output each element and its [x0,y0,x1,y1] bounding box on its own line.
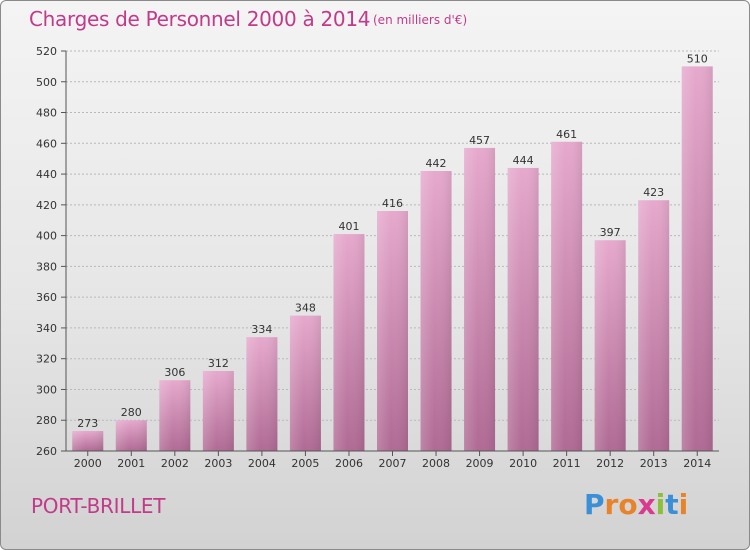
logo-letter: i [678,488,689,521]
bar-shade-2005 [289,315,321,451]
data-label-2001: 280 [121,406,142,419]
y-tick-label: 280 [36,414,57,427]
data-label-2006: 401 [338,220,359,233]
x-tick-label-2002: 2002 [161,457,189,470]
data-label-2010: 444 [513,154,534,167]
logo-letter: x [637,488,656,521]
chart-subtitle: (en milliers d'€) [373,13,468,27]
x-tick-label-2004: 2004 [248,457,276,470]
x-tick-label-2009: 2009 [466,457,494,470]
x-tick-label-2006: 2006 [335,457,363,470]
logo-letter: i [655,488,666,521]
bar-shade-2009 [464,147,496,451]
data-label-2008: 442 [426,157,447,170]
bar-shade-2006 [333,234,365,451]
data-label-2003: 312 [208,357,229,370]
y-tick-label: 300 [36,383,57,396]
bar-shade-2007 [377,211,408,451]
bar-shade-2012 [594,240,626,451]
bar-shade-2008 [420,171,452,451]
bar-shade-2000 [72,431,104,451]
x-tick-label-2000: 2000 [74,457,102,470]
y-tick-label: 480 [36,107,57,120]
data-label-2005: 348 [295,302,316,315]
data-label-2009: 457 [469,134,490,147]
y-tick-label: 520 [36,45,57,58]
data-label-2012: 397 [600,226,621,239]
logo-letter: r [604,488,619,521]
y-tick-label: 440 [36,168,57,181]
y-tick-label: 460 [36,137,57,150]
data-label-2007: 416 [382,197,403,210]
logo-letter: o [618,488,638,521]
logo-letter: P [584,488,605,521]
y-tick-label: 400 [36,230,57,243]
x-tick-label-2003: 2003 [204,457,232,470]
y-tick-label: 340 [36,322,57,335]
y-tick-label: 320 [36,353,57,366]
x-tick-label-2011: 2011 [553,457,581,470]
bar-shade-2004 [246,337,278,451]
data-label-2000: 273 [77,417,98,430]
x-tick-label-2013: 2013 [640,457,668,470]
data-label-2014: 510 [687,52,708,65]
x-tick-label-2008: 2008 [422,457,450,470]
data-label-2013: 423 [643,186,664,199]
bar-shade-2001 [115,420,147,451]
y-tick-label: 420 [36,199,57,212]
y-tick-label: 360 [36,291,57,304]
proxiti-logo: Proxiti [584,488,688,521]
bar-shade-2013 [638,200,670,451]
y-tick-label: 500 [36,76,57,89]
bar-shade-2014 [681,66,713,451]
y-tick-label: 260 [36,445,57,458]
x-tick-label-2010: 2010 [509,457,537,470]
town-name: PORT-BRILLET [31,494,166,518]
x-tick-label-2005: 2005 [291,457,319,470]
bar-shade-2010 [507,167,539,451]
y-tick-label: 380 [36,260,57,273]
chart-title: Charges de Personnel 2000 à 2014 [29,7,371,31]
x-tick-label-2014: 2014 [683,457,711,470]
data-label-2011: 461 [556,128,577,141]
bar-shade-2002 [159,380,191,451]
data-label-2004: 334 [251,323,272,336]
x-tick-label-2012: 2012 [596,457,624,470]
bar-shade-2003 [202,371,234,451]
x-tick-label-2001: 2001 [117,457,145,470]
bar-shade-2011 [551,141,583,451]
logo-letter: t [665,488,679,521]
data-label-2002: 306 [164,366,185,379]
x-tick-label-2007: 2007 [379,457,407,470]
